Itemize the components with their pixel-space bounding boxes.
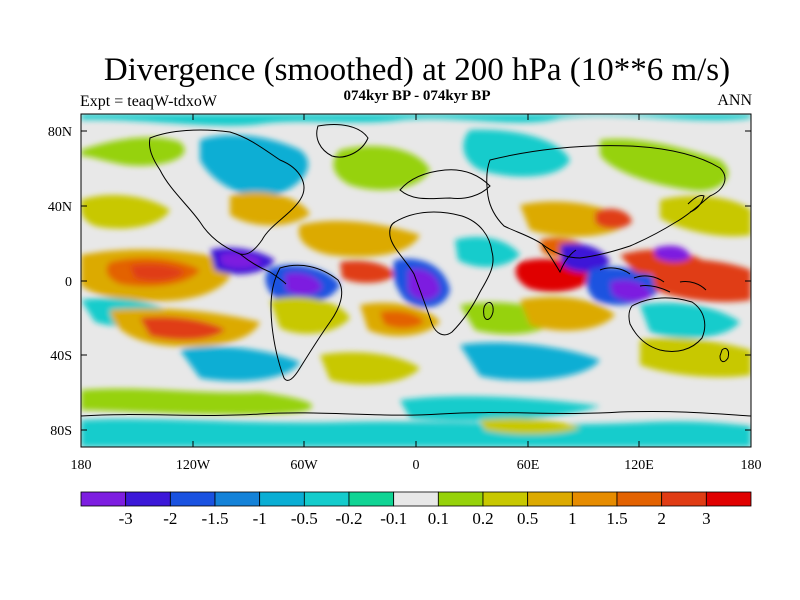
colorbar-swatch — [661, 491, 707, 507]
lat-axis: 80N 40N 0 40S 80S — [48, 125, 751, 439]
colorbar-swatch — [705, 491, 752, 507]
coastlines — [81, 124, 751, 417]
field-region — [200, 135, 309, 197]
field-region — [655, 245, 690, 262]
map-title: Divergence (smoothed) at 200 hPa (10**6 … — [103, 52, 731, 88]
field-region — [81, 388, 313, 415]
field-region — [640, 337, 751, 378]
colorbar-swatch — [616, 491, 663, 507]
colorbar-label: -0.2 — [336, 509, 363, 528]
experiment-label: Expt = teaqW-tdxoW — [80, 93, 217, 110]
lon-tick-label: 120W — [176, 458, 211, 473]
lon-tick-label: 180 — [71, 458, 92, 473]
colorbar-label: -0.5 — [291, 509, 318, 528]
field-region — [463, 129, 570, 177]
colorbar-swatch — [169, 491, 216, 507]
field-region — [660, 195, 751, 237]
field-region — [400, 396, 600, 422]
colorbar-swatch — [527, 491, 573, 507]
colorbar: -3 -2 -1.5 -1 -0.5 -0.2 -0.1 0.1 0.2 0.5 1 1.5 2 3 — [80, 491, 752, 528]
field-region — [560, 243, 610, 273]
field-region — [270, 296, 350, 334]
lat-tick-label: 40N — [48, 200, 72, 215]
colorbar-label: -1.5 — [202, 509, 229, 528]
lat-tick-label: 40S — [50, 349, 72, 364]
field-region — [220, 253, 262, 269]
period-label: 074kyr BP - 074kyr BP — [343, 88, 491, 104]
colorbar-label: -0.1 — [380, 509, 407, 528]
field-region — [480, 418, 580, 435]
field-region — [81, 114, 751, 126]
colorbar-swatch — [214, 491, 261, 507]
colorbar-label: 1 — [568, 509, 577, 528]
colorbar-swatch — [393, 491, 439, 507]
field-region — [340, 260, 395, 283]
divergence-field — [81, 114, 751, 447]
colorbar-swatch — [437, 491, 484, 507]
field-region — [140, 316, 225, 340]
colorbar-swatch — [571, 491, 618, 507]
field-region — [81, 137, 185, 166]
colorbar-label: -1 — [253, 509, 267, 528]
colorbar-label: 1.5 — [606, 509, 627, 528]
lat-tick-label: 0 — [65, 275, 72, 290]
lat-tick-label: 80N — [48, 125, 72, 140]
colorbar-swatch — [125, 491, 171, 507]
lon-tick-label: 60W — [290, 458, 318, 473]
colorbar-label: 0.2 — [472, 509, 493, 528]
colorbar-label: -2 — [163, 509, 177, 528]
field-region — [285, 272, 322, 296]
colorbar-label: 0.1 — [428, 509, 449, 528]
lat-tick-label: 80S — [50, 424, 72, 439]
field-region — [460, 342, 600, 381]
lon-axis: 180 120W 60W 0 60E 120E 180 — [71, 114, 762, 473]
field-region — [81, 418, 751, 447]
field-region — [520, 296, 615, 331]
colorbar-label: 0.5 — [517, 509, 538, 528]
colorbar-swatch — [80, 491, 127, 507]
colorbar-label: -3 — [119, 509, 133, 528]
field-region — [320, 352, 420, 385]
lon-tick-label: 0 — [413, 458, 420, 473]
field-region — [380, 310, 424, 329]
colorbar-swatch — [259, 491, 305, 507]
field-region — [650, 259, 751, 302]
colorbar-label: 2 — [657, 509, 666, 528]
field-region — [408, 269, 440, 301]
colorbar-swatch — [303, 491, 350, 507]
lon-tick-label: 60E — [517, 458, 540, 473]
lon-tick-label: 180 — [741, 458, 762, 473]
colorbar-swatch — [482, 491, 529, 507]
lon-tick-label: 120E — [624, 458, 654, 473]
colorbar-label: 3 — [702, 509, 711, 528]
field-region — [600, 139, 729, 191]
field-region — [130, 264, 185, 281]
season-label: ANN — [717, 92, 752, 109]
field-region — [333, 146, 430, 190]
field-region — [81, 195, 170, 229]
field-region — [455, 236, 520, 267]
field-region — [595, 208, 632, 229]
field-region — [180, 346, 300, 382]
field-region — [230, 192, 310, 226]
colorbar-swatch — [348, 491, 395, 507]
field-region — [640, 302, 740, 338]
